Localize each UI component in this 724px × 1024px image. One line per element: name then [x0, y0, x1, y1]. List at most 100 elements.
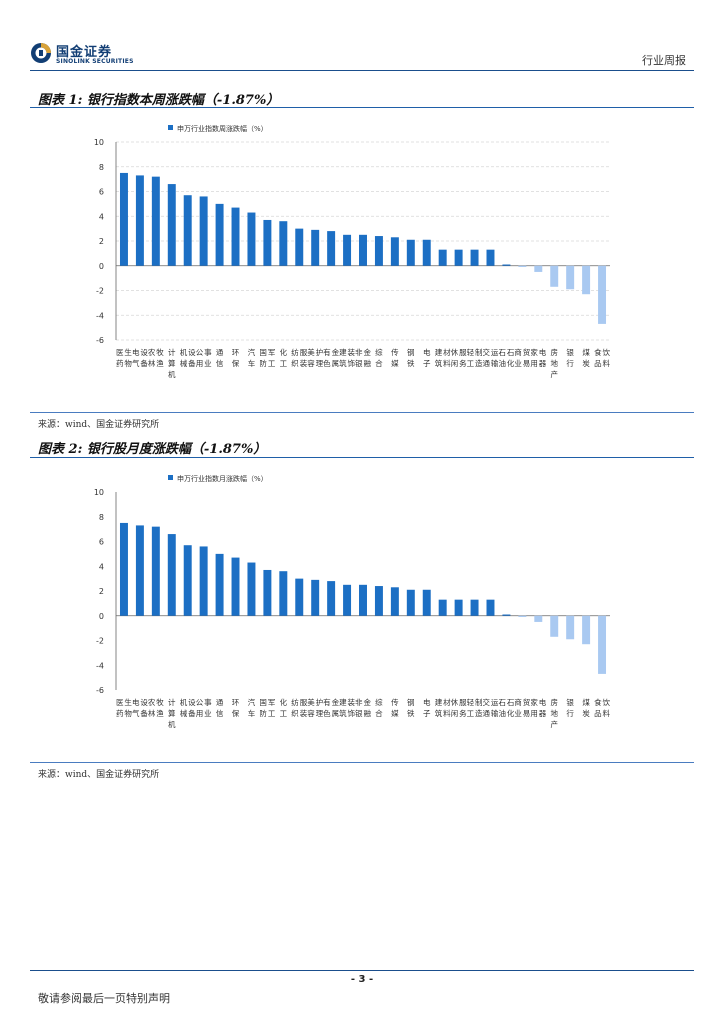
x-tick-label: 美容护理 [307, 697, 323, 718]
x-tick-label: 电子 [423, 697, 431, 718]
x-tick-label: 有色金属 [323, 347, 339, 368]
bar [470, 249, 479, 266]
x-tick-label: 房地产 [550, 697, 558, 729]
bar [518, 265, 527, 267]
y-tick-label: -2 [96, 287, 104, 296]
x-tick-label: 交通运输 [483, 697, 499, 718]
bar [199, 546, 208, 616]
y-tick-label: -6 [96, 686, 104, 695]
x-tick-label: 电子 [423, 347, 431, 368]
bar [231, 207, 240, 266]
bar [183, 195, 192, 266]
bar [598, 615, 607, 674]
bar [422, 239, 431, 266]
x-tick-label: 综合 [375, 697, 383, 718]
page-number: - 3 - [350, 974, 374, 985]
x-tick-label: 计算机 [168, 697, 176, 729]
bar [454, 599, 463, 616]
x-tick-label: 休闲服务 [451, 697, 467, 718]
figure-1-title-rule [30, 107, 694, 108]
legend-swatch [168, 125, 173, 130]
x-tick-label: 机械设备 [180, 347, 196, 368]
y-tick-label: 2 [99, 237, 104, 246]
x-tick-label: 建筑材料 [435, 347, 451, 368]
y-tick-label: 6 [99, 538, 104, 547]
x-tick-label: 煤炭 [582, 347, 590, 368]
bar [534, 615, 543, 622]
y-tick-label: -6 [96, 336, 104, 345]
x-tick-label: 计算机 [168, 347, 176, 379]
bar [486, 599, 495, 616]
x-tick-label: 汽车 [248, 347, 256, 368]
bar [534, 265, 543, 272]
bar [582, 615, 591, 645]
y-tick-label: 4 [99, 212, 104, 221]
bar [374, 586, 383, 616]
bar [215, 203, 224, 266]
bar [502, 614, 511, 616]
bar [151, 526, 160, 616]
x-tick-label: 传媒 [391, 697, 399, 718]
x-tick-label: 银行 [566, 698, 574, 718]
figure-1-bottom-rule [30, 412, 694, 413]
bar [374, 236, 383, 266]
bar [550, 615, 559, 637]
x-tick-label: 国防军工 [259, 348, 275, 368]
bar [582, 265, 591, 295]
bar [167, 184, 176, 266]
bar [470, 599, 479, 616]
bar [247, 562, 256, 616]
bar [263, 219, 272, 266]
bar [359, 584, 367, 616]
x-tick-label: 建筑装饰 [339, 697, 355, 718]
bar [406, 239, 415, 266]
bar [422, 589, 431, 616]
x-tick-label: 纺织服装 [291, 347, 307, 368]
figure-1-title: 图表 1: 银行指数本周涨跌幅（-1.87%） [38, 93, 280, 108]
disclaimer-text: 敬请参阅最后一页特别声明 [38, 992, 170, 1005]
x-tick-label: 食品饮料 [594, 347, 610, 368]
x-tick-label: 公用事业 [196, 697, 212, 718]
bar [311, 229, 320, 266]
bar [215, 553, 224, 616]
bar [199, 196, 208, 266]
x-tick-label: 轻工制造 [467, 347, 483, 368]
x-tick-label: 化工 [280, 347, 288, 368]
x-tick-label: 煤炭 [582, 697, 590, 718]
bar [263, 569, 272, 616]
x-tick-label: 农林牧渔 [148, 697, 164, 718]
figure-2-source: 来源：wind、国金证券研究所 [38, 770, 160, 780]
bar [135, 175, 144, 266]
x-tick-label: 医药生物 [116, 697, 132, 718]
x-tick-label: 美容护理 [307, 347, 323, 368]
figure-2-title: 图表 2: 银行股月度涨跌幅（-1.87%） [38, 442, 267, 457]
x-tick-label: 公用事业 [196, 347, 212, 368]
figure-2-title-rule [30, 457, 694, 458]
bar [119, 522, 128, 616]
y-tick-label: 10 [94, 138, 104, 147]
legend-label: 申万行业指数周涨跌幅（%） [177, 124, 268, 133]
y-tick-label: 4 [99, 562, 104, 571]
bar [390, 587, 399, 616]
y-tick-label: 8 [99, 163, 104, 172]
x-tick-label: 钢铁 [407, 697, 415, 718]
bar [390, 237, 399, 266]
bar [502, 264, 511, 266]
bar [135, 525, 144, 616]
bar [311, 579, 320, 616]
bar [359, 234, 367, 266]
x-tick-label: 钢铁 [407, 347, 415, 368]
bar [566, 265, 575, 290]
x-tick-label: 银行 [566, 348, 574, 368]
x-tick-label: 食品饮料 [594, 697, 610, 718]
figure-1-source: 来源：wind、国金证券研究所 [38, 420, 160, 430]
bar [247, 212, 256, 266]
x-tick-label: 国防军工 [259, 698, 275, 718]
x-tick-label: 石油石化 [498, 698, 514, 718]
x-tick-label: 建筑材料 [435, 697, 451, 718]
y-tick-label: 2 [99, 587, 104, 596]
bar [279, 571, 288, 616]
x-tick-label: 商业贸易 [514, 697, 530, 718]
x-tick-label: 电气设备 [132, 697, 148, 718]
x-tick-label: 汽车 [248, 697, 256, 718]
